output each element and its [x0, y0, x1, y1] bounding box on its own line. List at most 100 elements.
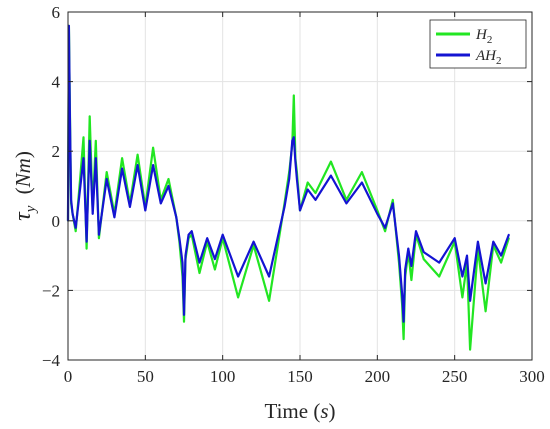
y-axis-title: τy (Nm): [10, 151, 40, 221]
data-point: [198, 272, 201, 274]
data-point: [299, 209, 301, 212]
x-axis-title-open: (: [313, 399, 320, 423]
data-point: [415, 230, 417, 233]
data-point: [167, 185, 170, 187]
data-point: [82, 157, 85, 160]
data-point: [94, 157, 97, 160]
data-point: [288, 178, 291, 180]
data-point: [384, 230, 386, 233]
data-point: [438, 275, 441, 278]
legend-label-ah2: AH2: [475, 48, 502, 67]
data-point: [221, 233, 224, 236]
data-point: [391, 199, 394, 201]
data-point: [314, 192, 317, 194]
x-axis-title-unit: s: [320, 399, 328, 423]
data-point: [314, 199, 317, 201]
x-axis-title: Time (s): [264, 399, 335, 423]
data-point: [237, 296, 240, 299]
data-point: [105, 178, 108, 180]
data-point: [187, 233, 190, 236]
data-point: [121, 157, 123, 160]
y-tick-label: 0: [52, 212, 61, 231]
y-axis-title-close: ): [11, 151, 35, 158]
data-point: [69, 115, 71, 118]
y-tick-label: −4: [42, 351, 61, 370]
data-point: [461, 275, 464, 278]
data-point: [466, 254, 468, 257]
data-point: [85, 247, 88, 250]
data-point: [268, 275, 270, 278]
data-point: [376, 212, 379, 215]
data-point: [88, 115, 91, 118]
tick-labels: 0 50 100 150 200 250 300 −4 −2 0 2 4 6: [42, 3, 545, 386]
data-point: [98, 237, 100, 240]
legend: H2 AH2: [429, 19, 527, 69]
data-point: [422, 251, 425, 254]
data-point: [484, 310, 487, 313]
y-tick-label: −2: [42, 281, 60, 300]
data-point: [268, 299, 270, 302]
data-point: [167, 178, 170, 180]
data-point: [237, 275, 240, 278]
data-point: [79, 185, 82, 187]
legend-label-ah2-base: AH: [475, 48, 497, 64]
ticks: [67, 11, 533, 361]
data-point: [384, 226, 386, 229]
data-point: [85, 240, 88, 243]
data-point: [438, 261, 441, 264]
data-point: [361, 181, 363, 184]
data-point: [292, 94, 295, 97]
data-point: [70, 199, 72, 201]
y-axis-title-subscript: y: [23, 205, 39, 214]
data-point: [500, 254, 502, 257]
data-point: [500, 261, 502, 264]
data-point: [152, 146, 155, 149]
data-point: [94, 139, 97, 142]
data-point: [291, 139, 294, 142]
data-point: [484, 282, 487, 285]
y-axis-title-unit: Nm: [11, 158, 35, 188]
data-point: [361, 171, 363, 174]
legend-label-h2-base: H: [475, 27, 488, 43]
data-point: [105, 171, 108, 174]
y-axis-title-symbol: τ: [10, 211, 36, 221]
data-point: [401, 293, 403, 295]
data-point: [404, 268, 407, 271]
data-point: [136, 164, 139, 167]
data-point: [144, 209, 147, 212]
data-point: [461, 296, 464, 299]
data-point: [469, 299, 471, 302]
data-point: [91, 212, 94, 215]
data-point: [410, 279, 413, 281]
data-point: [136, 153, 139, 156]
data-point: [507, 233, 510, 236]
data-point: [71, 212, 74, 215]
data-point: [402, 338, 405, 340]
data-point: [492, 240, 495, 243]
data-point: [183, 320, 185, 323]
data-point: [252, 240, 255, 243]
data-point: [453, 237, 456, 240]
x-axis-title-main: Time: [264, 399, 308, 423]
data-point: [330, 174, 332, 177]
data-point: [306, 188, 309, 191]
data-point: [402, 320, 405, 323]
data-point: [407, 247, 410, 250]
x-tick-label: 200: [365, 367, 391, 386]
data-point: [345, 202, 348, 205]
y-axis-title-open: (: [11, 187, 35, 194]
data-point: [330, 160, 332, 163]
data-point: [391, 202, 394, 205]
y-tick-label: 4: [52, 73, 61, 92]
legend-box: [429, 19, 527, 69]
data-point: [214, 258, 216, 260]
data-point: [206, 237, 209, 240]
data-point: [410, 265, 413, 267]
x-tick-label: 300: [519, 367, 545, 386]
legend-label-h2-sub: 2: [487, 34, 493, 46]
data-point: [175, 216, 178, 219]
data-point: [74, 230, 77, 233]
data-point: [283, 206, 286, 208]
series-layer: [66, 24, 510, 351]
